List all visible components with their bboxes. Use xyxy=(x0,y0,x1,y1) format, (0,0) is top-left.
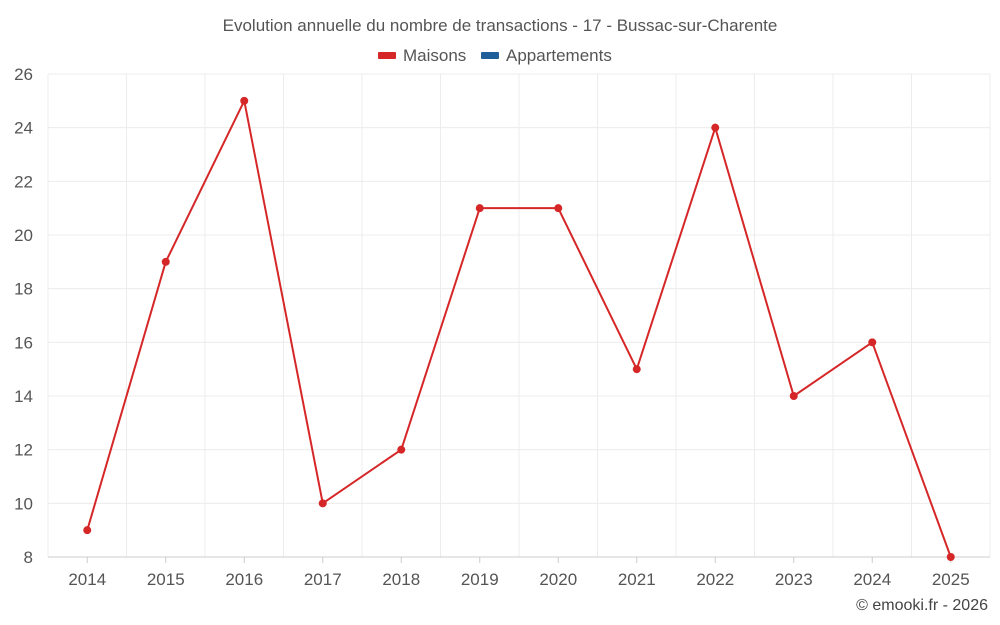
chart-title: Evolution annuelle du nombre de transact… xyxy=(223,16,778,35)
data-point[interactable] xyxy=(946,553,955,561)
data-point[interactable] xyxy=(475,204,484,213)
legend-item-maisons[interactable]: Maisons xyxy=(378,46,466,65)
data-point[interactable] xyxy=(83,526,92,535)
y-tick-label: 18 xyxy=(14,280,33,299)
x-tick-label: 2014 xyxy=(68,570,106,589)
x-tick-label: 2016 xyxy=(225,570,263,589)
legend-swatch xyxy=(378,52,396,59)
x-tick-label: 2015 xyxy=(147,570,185,589)
series-line-maisons xyxy=(86,99,952,558)
y-tick-label: 8 xyxy=(24,548,33,567)
data-point[interactable] xyxy=(554,204,563,213)
y-tick-label: 22 xyxy=(14,172,33,191)
data-point[interactable] xyxy=(397,445,406,454)
y-tick-label: 16 xyxy=(14,333,33,352)
y-tick-label: 12 xyxy=(14,441,33,460)
x-tick-label: 2019 xyxy=(461,570,499,589)
data-point[interactable] xyxy=(789,392,798,400)
grid xyxy=(47,73,991,558)
x-tick-label: 2018 xyxy=(382,570,420,589)
x-tick-label: 2023 xyxy=(775,570,813,589)
x-tick-label: 2020 xyxy=(539,570,577,589)
legend-label: Maisons xyxy=(403,46,466,65)
legend-item-appartements[interactable]: Appartements xyxy=(481,46,612,65)
x-tick-label: 2025 xyxy=(932,570,970,589)
data-point[interactable] xyxy=(318,499,327,508)
series xyxy=(83,96,955,561)
x-tick-label: 2024 xyxy=(853,570,891,589)
data-point[interactable] xyxy=(240,96,249,105)
data-point[interactable] xyxy=(161,257,170,266)
legend-label: Appartements xyxy=(506,46,612,65)
data-point[interactable] xyxy=(632,365,641,374)
y-tick-label: 20 xyxy=(14,226,33,245)
y-tick-label: 24 xyxy=(14,119,33,138)
y-tick-label: 14 xyxy=(14,387,33,406)
credit-text: © emooki.fr - 2026 xyxy=(856,597,988,614)
y-tick-label: 26 xyxy=(14,65,33,84)
x-tick-label: 2021 xyxy=(618,570,656,589)
legend-swatch xyxy=(481,52,499,59)
x-tick-label: 2022 xyxy=(696,570,734,589)
x-tick-label: 2017 xyxy=(304,570,342,589)
data-point[interactable] xyxy=(711,123,720,132)
data-point[interactable] xyxy=(868,338,877,347)
y-tick-label: 10 xyxy=(14,494,33,513)
legend[interactable]: Maisons Appartements xyxy=(378,46,612,65)
